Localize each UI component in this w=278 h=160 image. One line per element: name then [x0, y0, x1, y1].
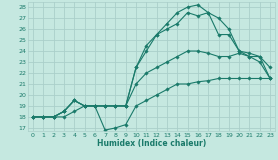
X-axis label: Humidex (Indice chaleur): Humidex (Indice chaleur)	[97, 139, 206, 148]
